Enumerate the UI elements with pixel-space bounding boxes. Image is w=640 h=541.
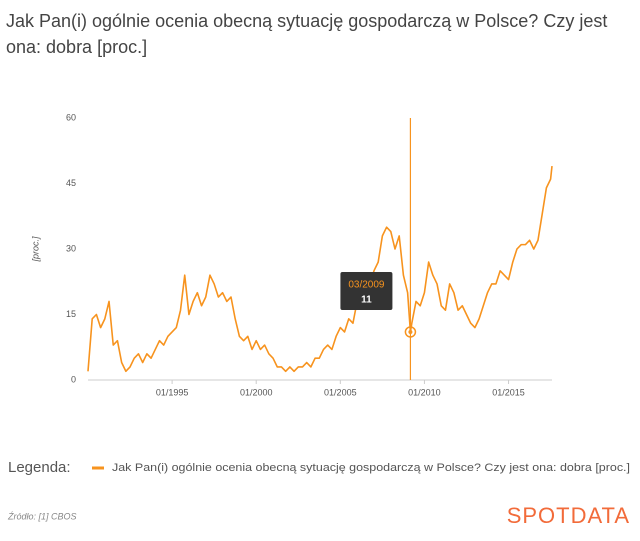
tooltip-date: 03/2009 <box>348 280 385 291</box>
y-tick-label: 45 <box>66 178 76 188</box>
x-tick-label: 01/2010 <box>408 387 441 397</box>
data-line <box>87 165 553 373</box>
y-tick-label: 15 <box>66 309 76 319</box>
y-tick-label: 60 <box>66 112 76 122</box>
legend-label: Jak Pan(i) ogólnie ocenia obecną sytuacj… <box>112 462 630 474</box>
y-tick-label: 0 <box>71 374 76 384</box>
x-tick-label: 01/2015 <box>492 387 525 397</box>
y-axis-label: [proc.] <box>30 236 40 263</box>
source: Źródło: [1] CBOS <box>7 511 77 521</box>
logo: SPOTDATA <box>507 503 630 528</box>
tooltip-value: 11 <box>361 295 372 306</box>
x-tick-label: 01/1995 <box>156 387 189 397</box>
y-tick-label: 30 <box>66 243 76 253</box>
hover-point <box>404 326 417 338</box>
chart-title: Jak Pan(i) ogólnie ocenia obecną sytuacj… <box>6 11 608 57</box>
tooltip-box <box>340 272 393 310</box>
legend-title: Legenda: <box>8 459 71 476</box>
x-tick-label: 01/2000 <box>240 387 273 397</box>
x-tick-label: 01/2005 <box>324 387 357 397</box>
hover-point-center <box>408 329 413 334</box>
